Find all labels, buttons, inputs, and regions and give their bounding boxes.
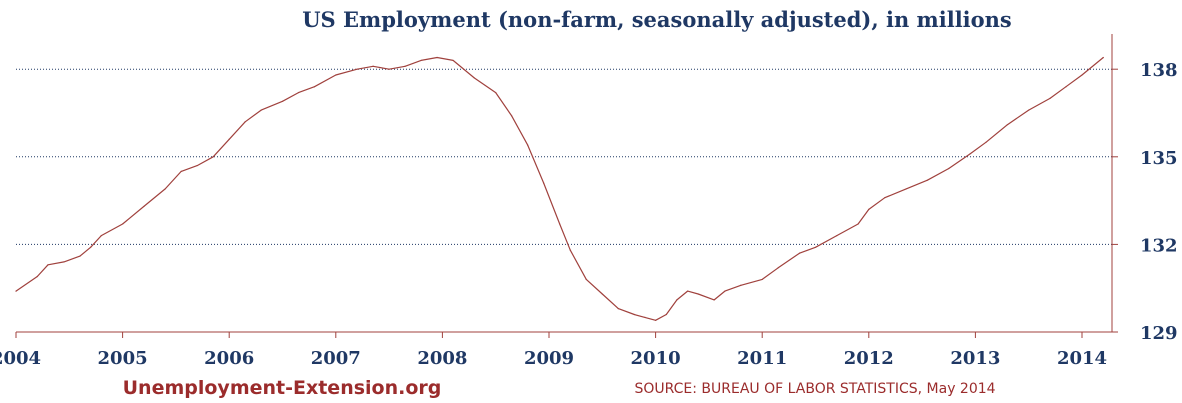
data-point	[90, 246, 92, 248]
x-tick-label: 2013	[950, 348, 1000, 369]
axes	[16, 34, 1113, 333]
data-point	[527, 144, 529, 146]
data-point	[356, 68, 358, 70]
x-tick-label: 2010	[631, 348, 681, 369]
data-point	[1102, 56, 1104, 59]
data-point	[585, 278, 587, 281]
data-point	[857, 223, 859, 225]
data-point	[724, 290, 726, 292]
data-point	[297, 91, 300, 94]
data-point	[740, 284, 742, 286]
data-point	[665, 313, 667, 316]
data-point	[713, 299, 715, 301]
data-point	[777, 267, 779, 269]
data-point	[985, 141, 987, 143]
data-point	[180, 170, 182, 172]
data-point	[196, 164, 198, 167]
data-point	[281, 100, 284, 102]
x-tick-label: 2011	[737, 348, 787, 369]
data-point	[1065, 86, 1067, 88]
data-point	[601, 293, 603, 295]
data-point	[495, 91, 497, 94]
data-point	[79, 255, 81, 257]
data-point	[1081, 74, 1083, 76]
data-point	[212, 156, 214, 158]
data-point	[655, 319, 657, 321]
chart-title: US Employment (non-farm, seasonally adju…	[302, 7, 1012, 32]
y-tick-label: 135	[1140, 148, 1178, 169]
y-tick-label: 129	[1140, 323, 1178, 344]
data-point	[969, 153, 971, 155]
data-point	[884, 197, 886, 199]
data-point	[697, 293, 699, 295]
data-point	[1028, 109, 1030, 111]
data-point	[15, 290, 17, 292]
brand-label: Unemployment-Extension.org	[123, 377, 442, 399]
data-point	[617, 308, 619, 310]
x-tick-label: 2014	[1057, 348, 1107, 369]
series-layer	[15, 56, 1104, 321]
data-point	[644, 316, 646, 318]
x-tick-label: 2009	[524, 348, 574, 369]
data-point	[335, 74, 337, 76]
data-point	[905, 188, 907, 190]
y-axis-ticks: 129 132 135 138	[1112, 60, 1178, 344]
x-tick-label: 2004	[0, 348, 41, 369]
data-point	[164, 188, 166, 190]
employment-series-line	[15, 56, 1104, 321]
data-point	[36, 275, 38, 278]
data-point	[511, 115, 513, 117]
data-point	[452, 59, 454, 62]
x-tick-label: 2005	[98, 348, 148, 369]
data-point	[372, 65, 374, 67]
data-point	[1006, 124, 1008, 126]
data-point	[473, 77, 475, 79]
data-point	[244, 121, 246, 123]
data-point	[228, 138, 230, 140]
data-point	[814, 246, 817, 248]
data-point	[63, 261, 65, 263]
data-point	[836, 235, 838, 237]
x-tick-label: 2007	[311, 348, 361, 369]
data-point	[948, 167, 950, 170]
data-point	[47, 264, 49, 266]
data-point	[798, 252, 801, 254]
data-point	[260, 109, 262, 111]
data-point	[1049, 97, 1051, 99]
y-tick-label: 132	[1140, 235, 1178, 256]
data-point	[926, 179, 929, 181]
source-label: SOURCE: BUREAU OF LABOR STATISTICS, May …	[634, 381, 995, 397]
x-tick-label: 2006	[204, 348, 254, 369]
data-point	[388, 68, 390, 70]
data-point	[313, 86, 316, 88]
data-point	[761, 278, 763, 281]
data-point	[143, 205, 145, 208]
data-point	[404, 65, 406, 67]
data-point	[559, 223, 561, 225]
y-tick-label: 138	[1140, 60, 1178, 81]
data-point	[569, 249, 571, 251]
x-axis-ticks: 2004 2005 2006 2007 2008 2009 2010 2011 2012 2013…	[0, 332, 1107, 369]
x-tick-label: 2012	[844, 348, 894, 369]
data-point	[436, 56, 438, 59]
x-tick-label: 2008	[417, 348, 467, 369]
data-point	[543, 182, 545, 184]
grid-lines	[16, 68, 1112, 245]
data-point	[633, 313, 635, 316]
data-point	[122, 223, 124, 225]
data-point	[420, 59, 422, 62]
data-point	[686, 290, 689, 292]
data-point	[676, 299, 678, 301]
data-point	[100, 235, 102, 237]
data-point	[868, 208, 870, 210]
